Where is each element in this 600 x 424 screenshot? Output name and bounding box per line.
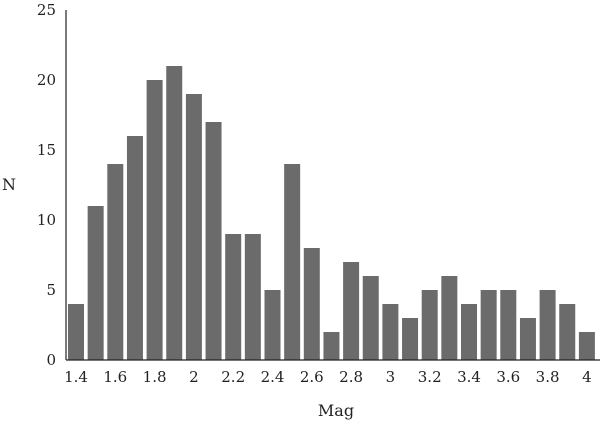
y-tick-label: 0 [46, 351, 56, 369]
bar-3.6 [500, 290, 517, 360]
bar-1.7 [126, 136, 143, 360]
y-tick-label: 5 [46, 281, 56, 299]
y-axis-label: N [2, 175, 16, 194]
bar-4.0 [578, 332, 595, 360]
y-tick-labels: 0 5 10 15 20 25 [37, 1, 56, 369]
x-tick-label: 1.4 [64, 368, 88, 386]
bar-3.4 [461, 304, 477, 360]
bar-2.9 [362, 276, 379, 360]
bar-1.6 [107, 164, 124, 360]
y-tick-label: 20 [37, 71, 56, 89]
x-tick-label: 1.6 [103, 368, 127, 386]
bar-1.9 [166, 66, 183, 360]
bar-2.7 [323, 332, 340, 360]
bar-2.8 [343, 262, 360, 360]
bar-2.6 [303, 248, 320, 360]
x-tick-labels: 1.4 1.6 1.8 2 2.2 2.4 2.6 2.8 3 3.2 3.4 3.6 3.8 4 [64, 368, 592, 386]
x-tick-label: 4 [582, 368, 592, 386]
bar-3.2 [421, 290, 438, 360]
bars-group [68, 66, 595, 360]
x-tick-label: 3 [386, 368, 396, 386]
bar-3.9 [559, 304, 576, 360]
x-tick-label: 2.8 [339, 368, 363, 386]
bar-2.5 [284, 164, 301, 360]
bar-3.3 [441, 276, 458, 360]
bar-2.0 [185, 94, 202, 360]
x-tick-label: 2.6 [300, 368, 324, 386]
y-tick-label: 25 [37, 1, 56, 19]
bar-3.8 [539, 290, 556, 360]
x-tick-label: 3.6 [496, 368, 520, 386]
bar-1.4 [68, 304, 84, 360]
x-tick-label: 3.2 [418, 368, 442, 386]
x-tick-label: 3.8 [536, 368, 560, 386]
bar-3.5 [480, 290, 497, 360]
x-tick-label: 3.4 [457, 368, 481, 386]
bar-2.1 [205, 122, 222, 360]
bar-1.8 [146, 80, 163, 360]
bar-3.1 [402, 318, 419, 360]
x-tick-label: 2.4 [261, 368, 285, 386]
bar-2.3 [244, 234, 261, 360]
bar-1.5 [87, 206, 104, 360]
bar-3.0 [382, 304, 399, 360]
x-tick-label: 2 [189, 368, 199, 386]
bar-2.2 [225, 234, 242, 360]
x-axis-label: Mag [318, 401, 354, 420]
bar-2.4 [264, 290, 281, 360]
bar-3.7 [519, 318, 536, 360]
x-tick-label: 2.2 [221, 368, 245, 386]
x-tick-label: 1.8 [143, 368, 167, 386]
y-tick-label: 10 [37, 211, 56, 229]
y-tick-label: 15 [37, 141, 56, 159]
